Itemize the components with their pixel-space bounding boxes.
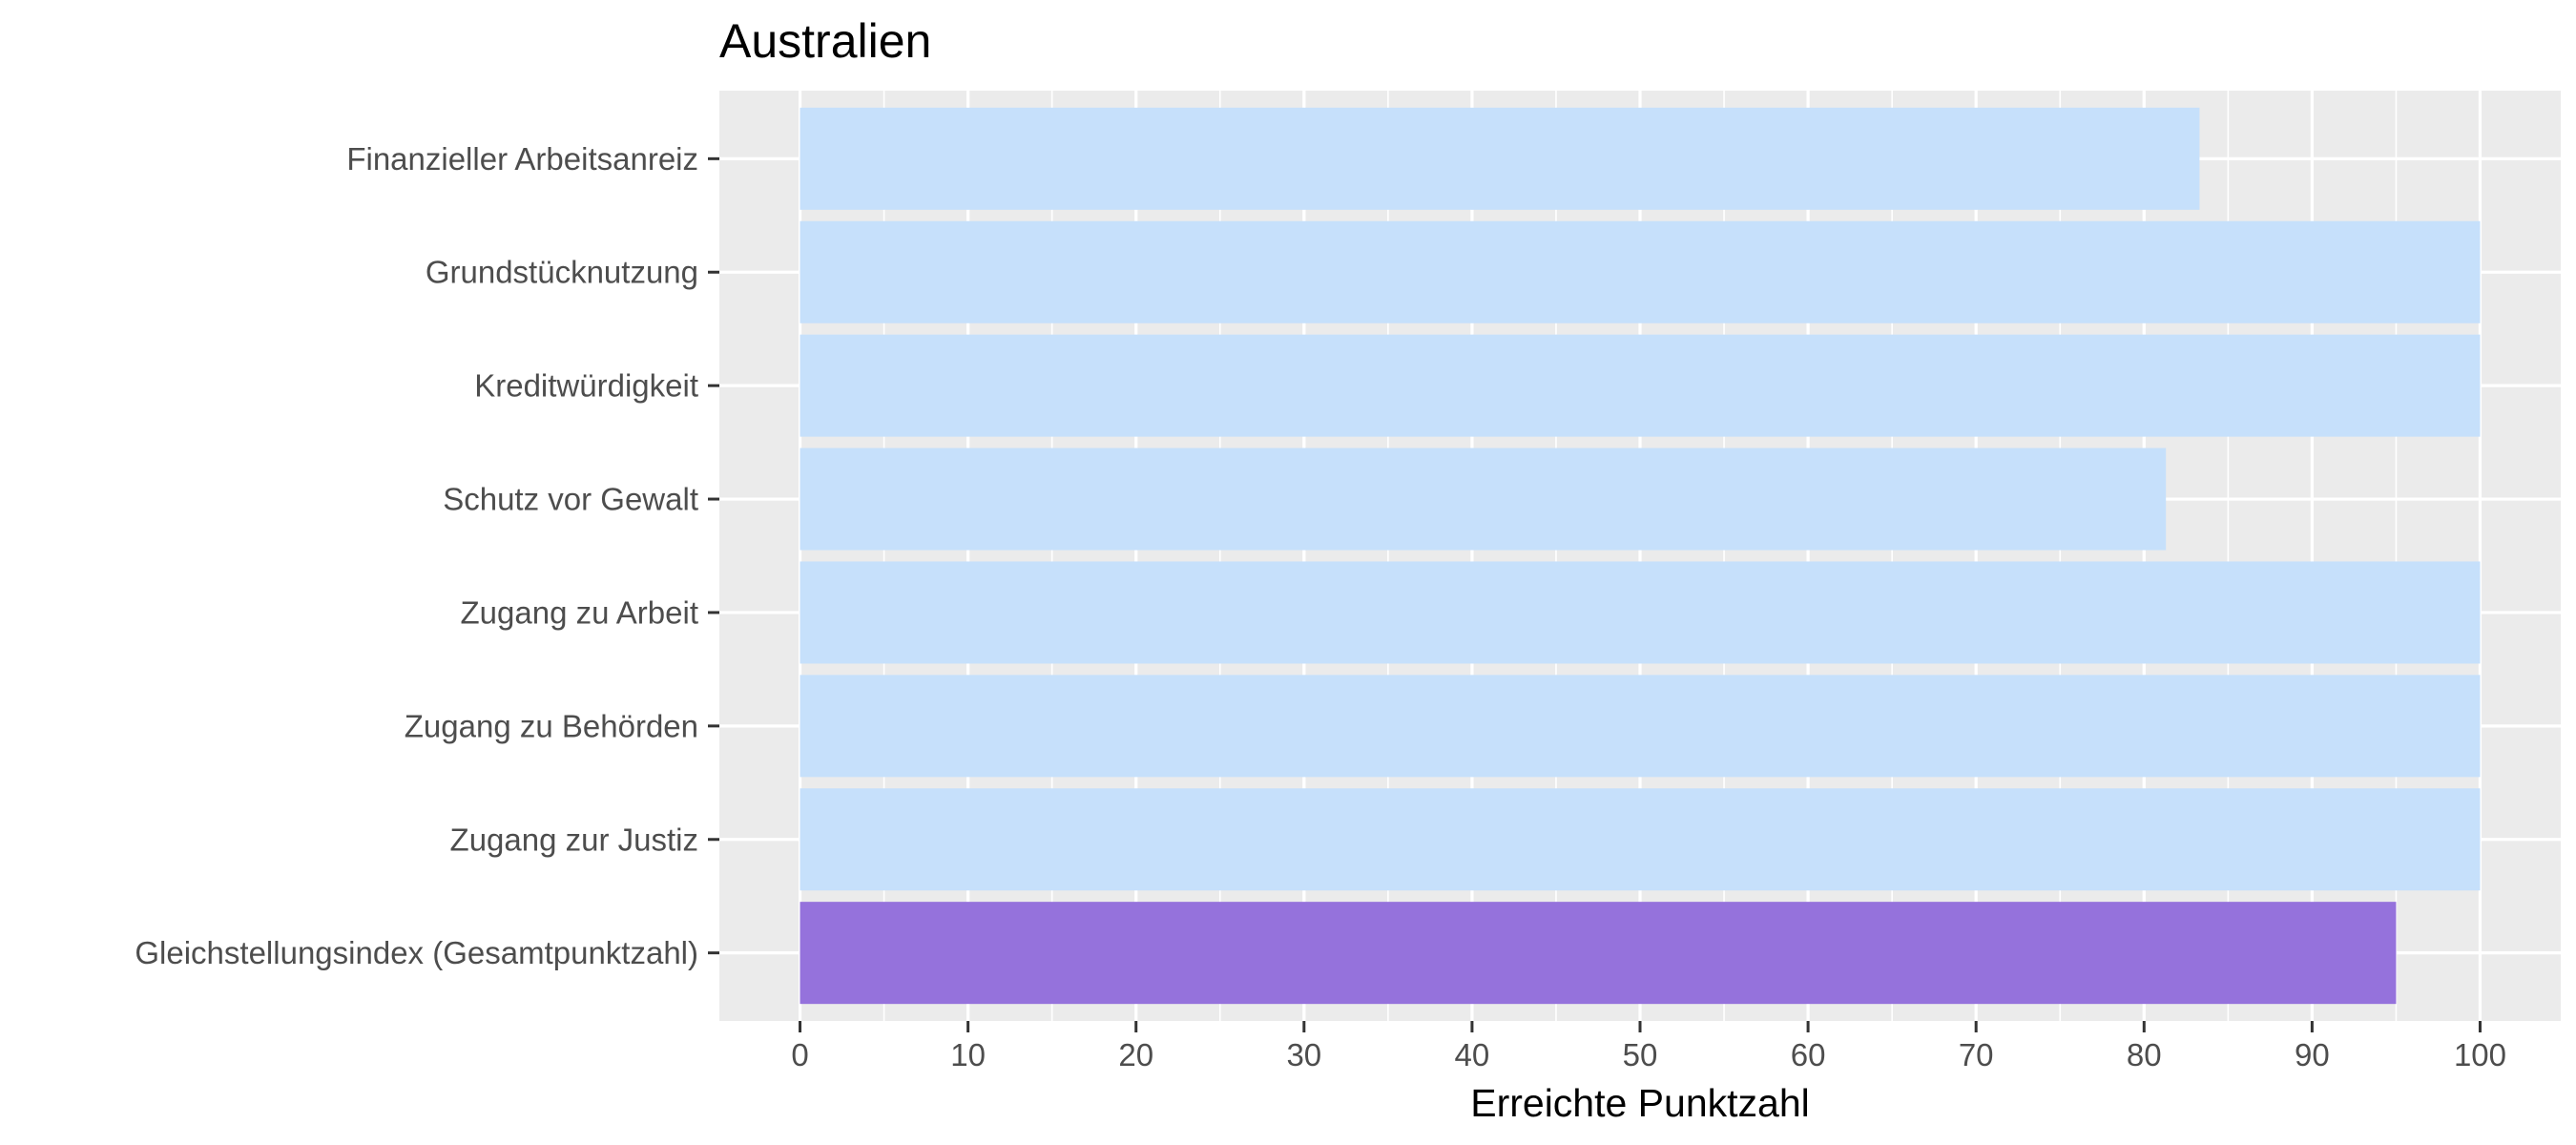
x-axis: 0 10 20 30 40 50 60 70 80 90 100 <box>791 1021 2506 1072</box>
bar <box>800 902 2397 1005</box>
y-tick-label: Schutz vor Gewalt <box>443 482 698 517</box>
y-tick-label: Gleichstellungsindex (Gesamtpunktzahl) <box>135 935 698 970</box>
x-tick-label: 20 <box>1118 1037 1153 1072</box>
bar <box>800 334 2481 437</box>
x-tick-label: 0 <box>791 1037 808 1072</box>
x-tick-label: 80 <box>2127 1037 2162 1072</box>
bar <box>800 107 2200 210</box>
bar <box>800 448 2167 551</box>
bar <box>800 788 2481 891</box>
x-tick-label: 30 <box>1286 1037 1321 1072</box>
bar <box>800 561 2481 664</box>
y-tick-label: Zugang zur Justiz <box>450 822 698 857</box>
x-tick-label: 60 <box>1791 1037 1826 1072</box>
y-axis: Finanzieller Arbeitsanreiz Grundstücknutz… <box>135 141 719 970</box>
x-tick-label: 70 <box>1959 1037 1994 1072</box>
y-tick-label: Kreditwürdigkeit <box>474 368 698 404</box>
y-tick-label: Finanzieller Arbeitsanreiz <box>346 141 698 177</box>
x-tick-label: 10 <box>950 1037 986 1072</box>
y-tick-label: Grundstücknutzung <box>426 255 698 290</box>
chart-title: Australien <box>719 14 931 68</box>
x-tick-label: 50 <box>1623 1037 1658 1072</box>
bar <box>800 675 2481 778</box>
x-tick-label: 90 <box>2295 1037 2330 1072</box>
y-tick-label: Zugang zu Behörden <box>405 708 698 743</box>
bar <box>800 220 2481 323</box>
x-axis-title: Erreichte Punktzahl <box>1470 1081 1810 1125</box>
bars <box>800 107 2481 1005</box>
x-tick-label: 40 <box>1455 1037 1490 1072</box>
y-tick-label: Zugang zu Arbeit <box>461 594 699 630</box>
x-tick-label: 100 <box>2454 1037 2506 1072</box>
